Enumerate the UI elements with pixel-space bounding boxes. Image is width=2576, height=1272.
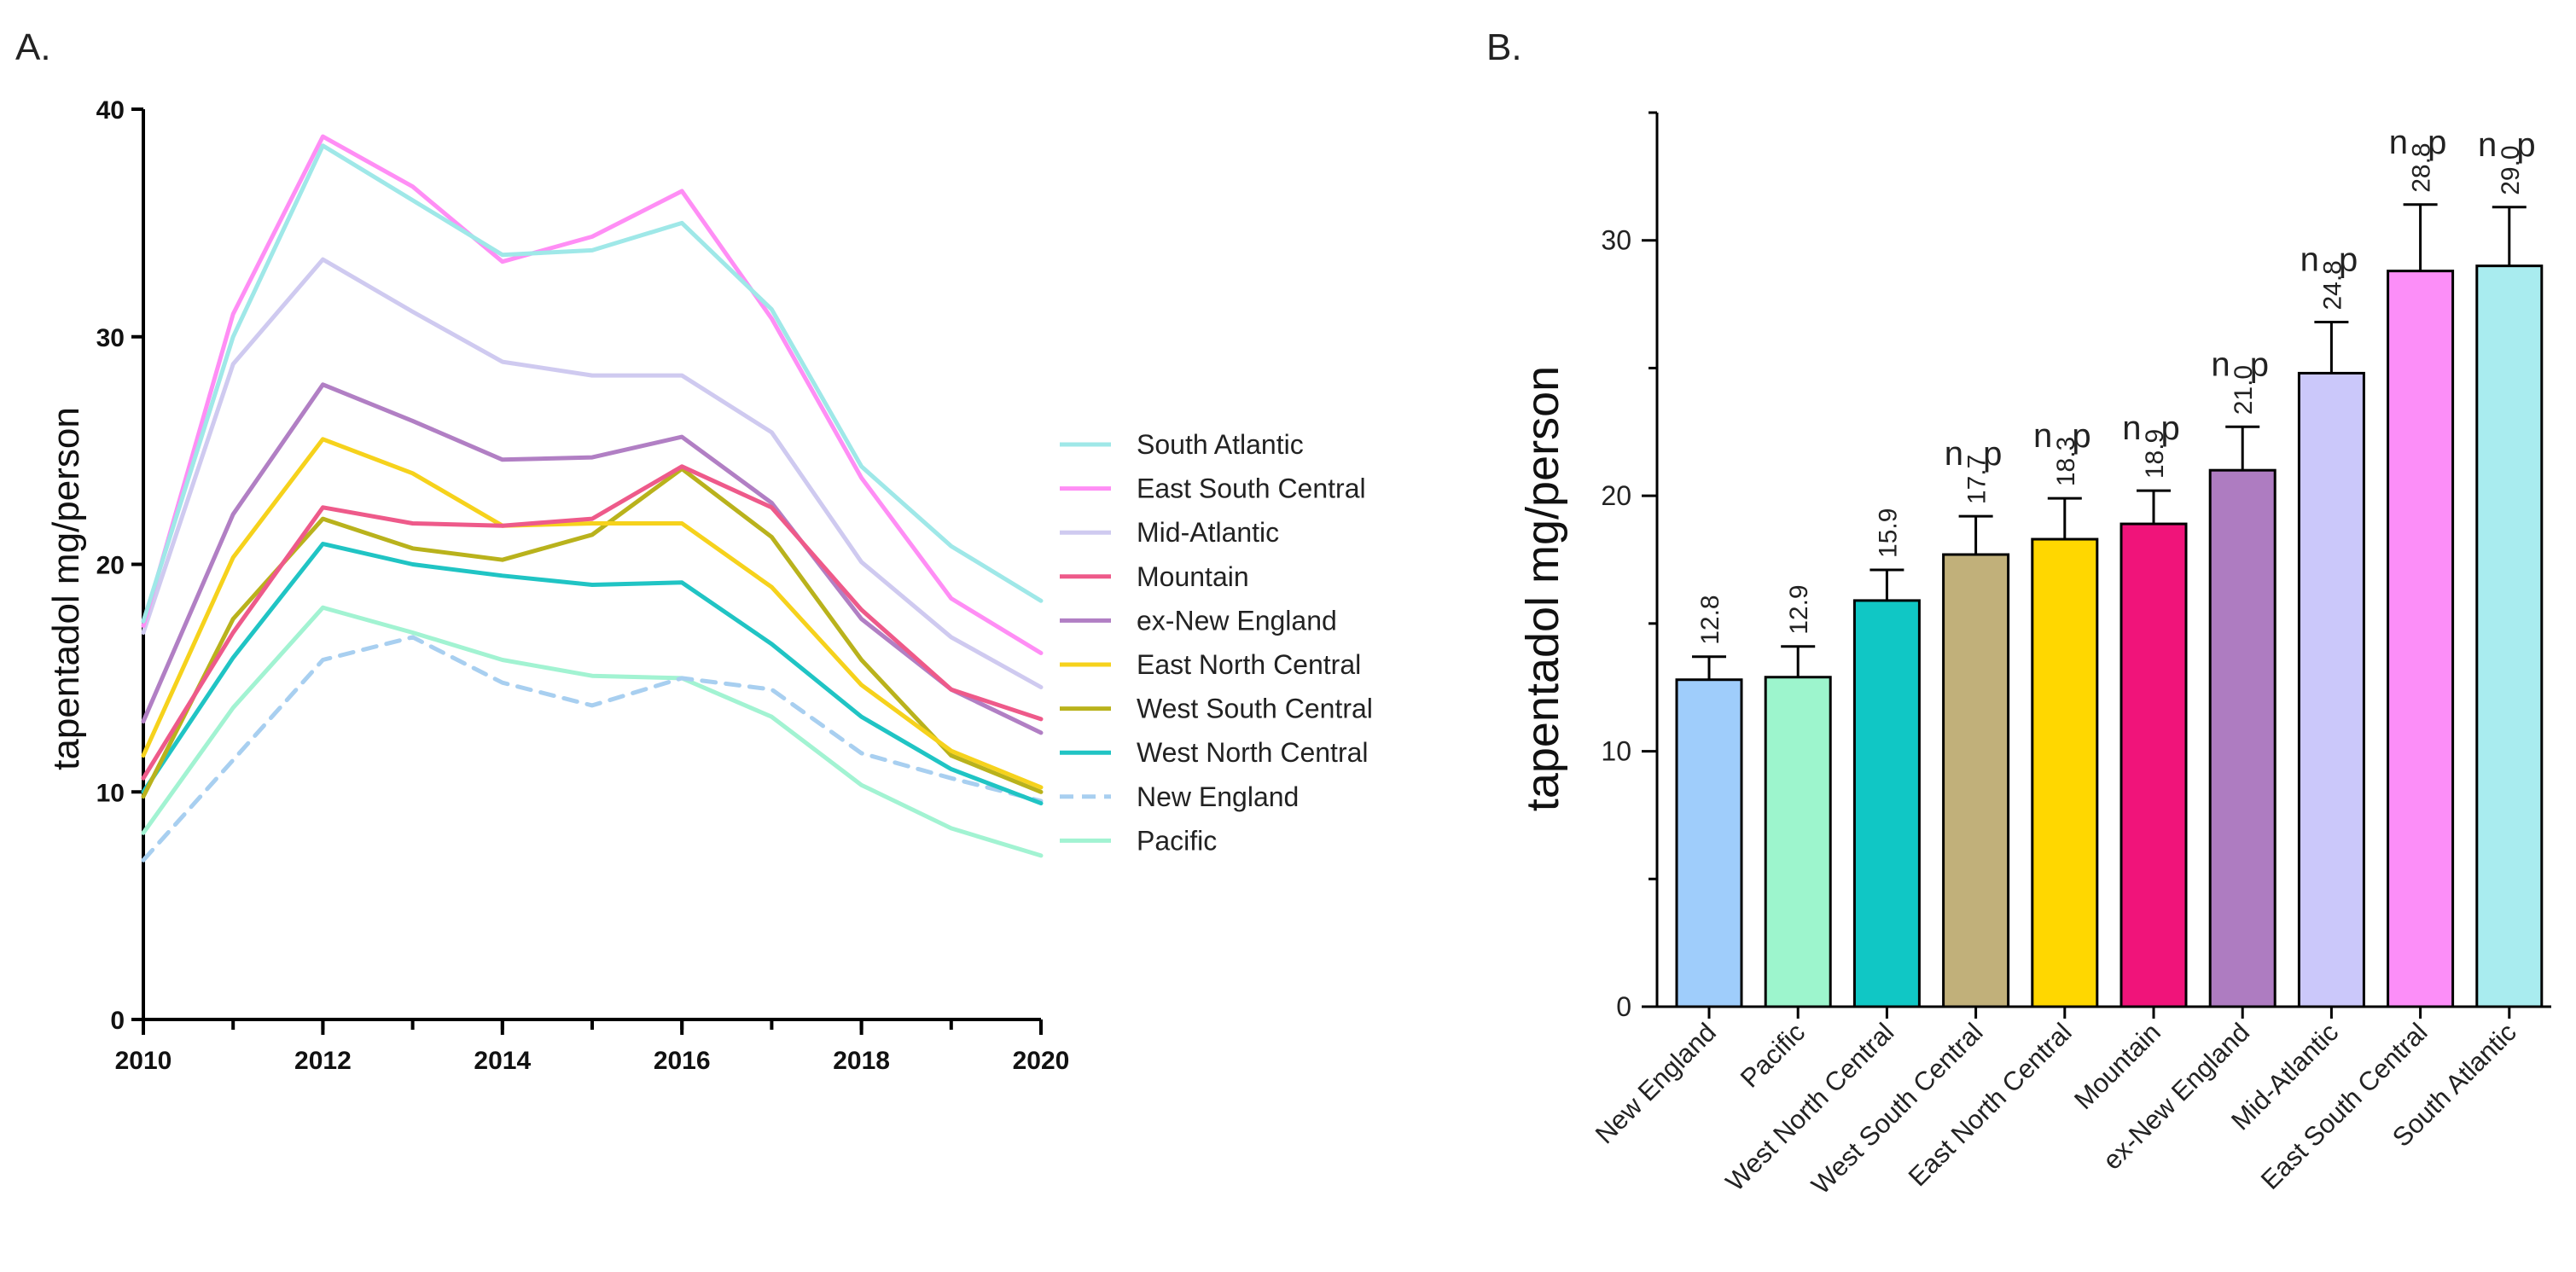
y-tick-label-a: 30 — [96, 324, 125, 352]
y-tick-label-a: 40 — [96, 96, 125, 125]
legend-label-west-north-central: West North Central — [1137, 737, 1369, 768]
series-lines — [141, 134, 1044, 863]
x-tick-label-a: 2018 — [833, 1047, 890, 1075]
bars: 12.8 12.915.917.7n p 18.3n p 18.9n p21.0n p… — [1675, 124, 2544, 1008]
category-label-east-north-central: East North Central — [1903, 1017, 2078, 1192]
bar-west-south-central — [1942, 553, 2010, 1008]
value-label-west-north-central: 15.9 — [1874, 508, 1902, 558]
significance-label-south-atlantic: n p — [2478, 126, 2541, 164]
line-chart-panel: A. tapentadol mg/person 0 10 20 30 40 2010 201… — [15, 26, 1373, 1075]
legend: South Atlantic East South Central Mid-Atla… — [1060, 429, 1373, 856]
y-tick-label-b: 10 — [1601, 736, 1631, 767]
y-axis-title-a: tapentadol mg/person — [45, 407, 87, 770]
series-line-ex-new-england — [141, 382, 1044, 735]
legend-label-ex-new-england: ex-New England — [1137, 605, 1337, 636]
legend-label-south-atlantic: South Atlantic — [1137, 429, 1304, 460]
y-tick-label-a: 10 — [96, 779, 125, 807]
significance-label-mountain: n p — [2122, 409, 2185, 447]
y-tick-label-a: 20 — [96, 552, 125, 580]
legend-label-pacific: Pacific — [1137, 825, 1217, 856]
value-label-west-south-central: 17.7 — [1963, 455, 1992, 504]
bar-chart-panel: B. tapentadol mg/person 0 10 20 30 12.8 12.9… — [1486, 26, 2551, 1200]
series-line-mid-atlantic — [141, 257, 1044, 689]
value-label-mountain: 18.9 — [2141, 429, 2169, 479]
value-label-pacific: 12.9 — [1785, 584, 1813, 634]
legend-label-mountain: Mountain — [1137, 561, 1249, 592]
bar-south-atlantic — [2475, 264, 2544, 1008]
y-tick-label-a: 0 — [110, 1007, 125, 1035]
y-tick-label-b: 20 — [1601, 480, 1631, 511]
x-tick-label-a: 2012 — [294, 1047, 352, 1075]
bar-mountain — [2120, 522, 2188, 1008]
panel-label-b: B. — [1486, 26, 1522, 68]
legend-label-east-north-central: East North Central — [1137, 649, 1361, 680]
y-tick-label-b: 0 — [1616, 991, 1631, 1022]
series-line-west-north-central — [141, 542, 1044, 806]
significance-label-mid-atlantic: n p — [2300, 241, 2364, 279]
tick-labels-b: 0 10 20 30 — [1601, 225, 1631, 1022]
value-label-east-south-central: 28.8 — [2408, 142, 2436, 192]
bar-pacific — [1764, 676, 1832, 1008]
panel-label-a: A. — [15, 26, 51, 68]
series-line-new-england — [141, 635, 1044, 863]
x-tick-label-a: 2016 — [654, 1047, 711, 1075]
bar-east-south-central — [2387, 270, 2455, 1008]
bar-mid-atlantic — [2297, 371, 2365, 1008]
x-tick-label-a: 2010 — [115, 1047, 172, 1075]
x-tick-label-a: 2020 — [1013, 1047, 1070, 1075]
legend-label-east-south-central: East South Central — [1137, 473, 1366, 504]
x-tick-label-a: 2014 — [474, 1047, 531, 1075]
significance-label-west-south-central: n p — [1945, 435, 2008, 473]
value-label-south-atlantic: 29.0 — [2497, 145, 2525, 195]
significance-label-ex-new-england: n p — [2211, 346, 2274, 383]
legend-label-new-england: New England — [1137, 781, 1299, 812]
category-label-west-north-central: West North Central — [1720, 1017, 1900, 1197]
tick-labels-a: 0 10 20 30 40 2010 2012 2014 2016 2018 2020 — [96, 96, 1070, 1075]
value-label-mid-atlantic: 24.8 — [2318, 260, 2346, 310]
value-label-new-england: 12.8 — [1696, 595, 1724, 644]
category-label-pacific: Pacific — [1735, 1017, 1811, 1093]
series-line-east-south-central — [141, 134, 1044, 655]
significance-label-east-north-central: n p — [2033, 417, 2096, 455]
category-label-new-england: New England — [1590, 1017, 1722, 1149]
significance-label-east-south-central: n p — [2389, 124, 2452, 161]
bar-west-north-central — [1852, 599, 1921, 1008]
y-tick-label-b: 30 — [1601, 225, 1631, 256]
bar-ex-new-england — [2208, 468, 2277, 1008]
bar-new-england — [1675, 678, 1743, 1008]
category-label-west-south-central: West South Central — [1806, 1017, 1988, 1199]
series-line-south-atlantic — [141, 143, 1044, 624]
legend-label-west-south-central: West South Central — [1137, 694, 1373, 724]
category-label-east-south-central: East South Central — [2255, 1017, 2434, 1195]
bar-east-north-central — [2031, 537, 2099, 1008]
axes-a — [131, 107, 1043, 1035]
y-axis-title-b: tapentadol mg/person — [1517, 366, 1568, 811]
value-label-ex-new-england: 21.0 — [2230, 365, 2258, 415]
series-line-east-north-central — [141, 437, 1044, 790]
series-line-mountain — [141, 464, 1044, 781]
series-line-pacific — [141, 605, 1044, 858]
value-label-east-north-central: 18.3 — [2052, 437, 2080, 486]
legend-label-mid-atlantic: Mid-Atlantic — [1137, 517, 1279, 548]
